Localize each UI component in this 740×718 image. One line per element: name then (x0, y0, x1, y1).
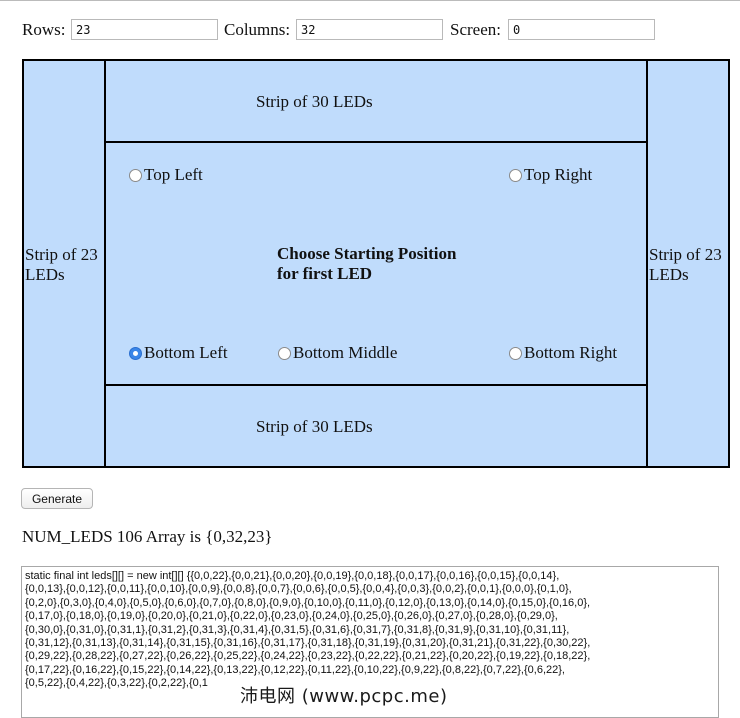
radio-bottom-left-label: Bottom Left (144, 343, 228, 362)
top-strip-label: Strip of 30 LEDs (256, 92, 373, 111)
radio-bottom-left[interactable]: Bottom Left (129, 343, 228, 363)
radio-bottom-middle-label: Bottom Middle (293, 343, 398, 362)
radio-bottom-left-circle[interactable] (129, 346, 142, 360)
left-strip-label: Strip of 23 LEDs (25, 245, 98, 284)
top-divider (0, 0, 740, 1)
rows-label: Rows: (22, 20, 66, 39)
generate-button[interactable]: Generate (21, 488, 93, 509)
rows-input[interactable] (71, 19, 218, 40)
radio-top-left-label: Top Left (144, 165, 203, 184)
radio-top-right-circle[interactable] (509, 168, 522, 182)
center-cell (104, 141, 648, 386)
radio-top-right-label: Top Right (524, 165, 593, 184)
start-position-heading-line1: Choose Starting Position (277, 244, 457, 263)
radio-top-right[interactable]: Top Right (509, 165, 592, 185)
left-strip-cell: Strip of 23 LEDs (22, 59, 106, 468)
bottom-strip-label: Strip of 30 LEDs (256, 417, 373, 436)
num-leds-result: NUM_LEDS 106 Array is {0,32,23} (22, 527, 273, 546)
columns-input[interactable] (296, 19, 443, 40)
start-position-heading: Choose Starting Position for first LED (277, 244, 456, 284)
bottom-strip-cell: Strip of 30 LEDs (104, 384, 648, 468)
radio-bottom-right-circle[interactable] (509, 346, 522, 360)
radio-top-left-circle[interactable] (129, 168, 142, 182)
radio-bottom-middle[interactable]: Bottom Middle (278, 343, 397, 363)
screen-input[interactable] (508, 19, 655, 40)
radio-bottom-right[interactable]: Bottom Right (509, 343, 617, 363)
watermark: 沛电网 (www.pcpc.me) (240, 686, 448, 707)
top-strip-cell: Strip of 30 LEDs (104, 59, 648, 143)
right-strip-cell: Strip of 23 LEDs (646, 59, 730, 468)
radio-top-left[interactable]: Top Left (129, 165, 203, 185)
right-strip-label: Strip of 23 LEDs (649, 245, 722, 284)
screen-label: Screen: (450, 20, 501, 39)
generated-code-textarea[interactable]: static final int leds[][] = new int[][] … (21, 566, 719, 718)
led-layout-board: Strip of 23 LEDs Strip of 23 LEDs Strip … (22, 59, 730, 468)
radio-bottom-right-label: Bottom Right (524, 343, 618, 362)
radio-bottom-middle-circle[interactable] (278, 346, 291, 360)
start-position-heading-line2: for first LED (277, 264, 373, 283)
columns-label: Columns: (224, 20, 291, 39)
